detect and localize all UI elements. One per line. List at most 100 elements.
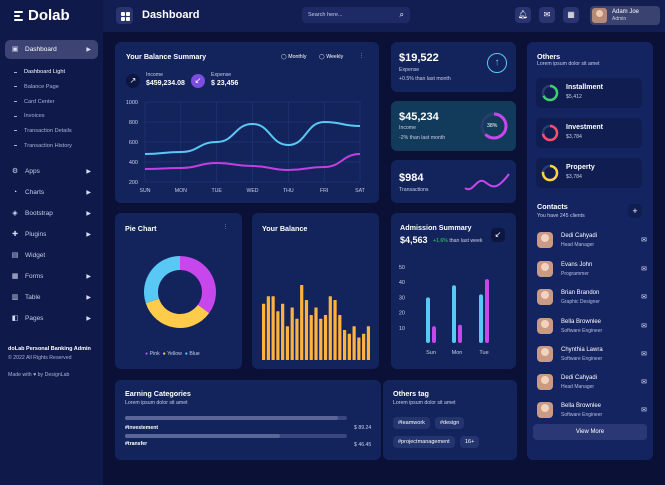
x-tick-label: FRI [320,188,328,194]
income-progress-ring [480,112,508,140]
more-icon[interactable]: ⋮ [223,224,229,230]
contact-item[interactable]: Brian Brandon Graphic Designer ✉ [537,288,647,308]
bell-icon[interactable]: 🔔︎ [515,7,531,23]
bar-tue [479,294,483,343]
avatar [537,402,553,418]
sidebar-sub-invoices[interactable]: Invoices [5,109,98,124]
sidebar-item-dashboard[interactable]: ▣ Dashboard ▶ [5,40,98,59]
sidebar-sub-transaction-details[interactable]: Transaction Details [5,124,98,139]
arrow-down-left-icon[interactable]: ↙ [491,228,505,242]
avatar [537,318,553,334]
avatar [592,8,607,23]
legend-weekly[interactable]: ◯ Weekly [319,54,344,60]
bar [342,330,347,360]
others-item-installment[interactable]: Installment $5,412 [536,78,642,108]
chevron-icon: ▶ [86,47,91,53]
apps-icon: ⚙ [11,167,19,175]
mail-icon[interactable]: ✉ [641,407,647,414]
y-tick-label: 10 [399,326,405,332]
tag-teamwork[interactable]: #teamwork [393,417,430,429]
bar-mon [458,324,462,343]
admission-bar-chart: 50 40 30 20 10 Sun Mon Tue [399,265,489,356]
mail-icon[interactable]: ✉ [641,351,647,358]
y-tick-label: 20 [399,311,405,317]
bar [271,296,275,360]
bar [338,315,342,360]
widget-icon: ▤ [11,251,19,259]
user-menu[interactable]: Adam Joe Admin [590,6,660,25]
chart-icon: ◔ [12,188,18,196]
plugin-icon: ✚ [12,230,18,238]
mail-icon[interactable]: ✉ [641,323,647,330]
bar [366,326,370,360]
investment-ring [541,124,559,142]
sidebar-item-bootstrap[interactable]: ◈ Bootstrap ▶ [12,209,91,218]
mail-icon[interactable]: ✉ [641,237,647,244]
bar [362,333,366,360]
contact-item[interactable]: Chynthia Lawra Software Engineer ✉ [537,345,647,365]
sidebar-item-charts[interactable]: ◔ Charts ▶ [12,188,91,197]
dashboard-grid-icon[interactable] [116,7,133,24]
contact-item[interactable]: Bella Brownlee Software Engineer ✉ [537,401,647,421]
bar [347,333,351,360]
others-item-investment[interactable]: Investment $3,784 [536,118,642,148]
bar-sun [432,326,436,343]
property-ring [541,164,559,182]
transactions-stat-card: $984 Transactions [391,160,516,203]
bar [276,311,280,360]
sidebar-sub-card-center[interactable]: Card Center [5,94,98,109]
arrow-down-left-icon: ↙ [191,74,205,88]
sidebar-item-forms[interactable]: ▦ Forms ▶ [11,272,91,281]
contact-item[interactable]: Evans John Programmer ✉ [537,260,647,280]
bar-tue [485,279,489,343]
others-item-property[interactable]: Property $3,784 [536,158,642,188]
pie-slice-yellow [145,298,210,328]
tag-design[interactable]: #design [435,417,465,429]
pie-legend: ● Pink ● Yellow ● Blue [145,351,200,357]
x-tick-label: Mon [452,350,463,356]
sidebar-item-widget[interactable]: ▤ Widget [11,251,46,260]
sidebar-item-plugins[interactable]: ✚ Plugins ▶ [12,230,91,239]
bar [333,300,337,360]
search-input[interactable]: Search here... ⌕ [302,7,410,23]
mail-icon[interactable]: ✉ [641,379,647,386]
logo[interactable]: Dolab [14,7,70,24]
installment-ring [541,84,559,102]
sidebar-item-table[interactable]: ▥ Table ▶ [11,293,91,302]
bar [290,307,294,360]
bar [319,318,323,360]
y-tick-label: 40 [399,280,405,286]
add-contact-button[interactable]: + [628,204,642,218]
search-icon[interactable]: ⌕ [399,10,404,19]
x-tick-label: THU [283,188,294,194]
mail-icon[interactable]: ✉ [641,294,647,301]
contact-item[interactable]: Bella Brownlee Software Engineer ✉ [537,317,647,337]
sidebar-sub-transaction-history[interactable]: Transaction History [5,138,98,153]
legend-monthly[interactable]: ◯ Monthly [281,54,307,60]
x-tick-label: Tue [479,350,488,356]
contact-item[interactable]: Dedi Cahyadi Head Manager ✉ [537,231,647,251]
calendar-icon[interactable]: ▦ [563,7,579,23]
tag-projectmanagement[interactable]: #projectmanagement [393,436,455,448]
chevron-icon: ▶ [86,274,91,281]
pie-slice-blue [144,256,180,304]
y-tick-label: 1000 [126,100,138,106]
mail-icon[interactable]: ✉ [641,266,647,273]
y-tick-label: 400 [129,160,138,166]
sidebar-item-pages[interactable]: ◧ Pages ▶ [11,314,91,323]
mail-icon[interactable]: ✉ [539,7,555,23]
bar [309,315,313,360]
avatar [537,289,553,305]
form-icon: ▦ [11,272,19,280]
sidebar-sub-dashboard-light[interactable]: Dashboard Light [5,65,98,80]
sidebar-sub-balance-page[interactable]: Balance Page [5,80,98,95]
view-more-button[interactable]: View More [533,424,647,440]
contact-item[interactable]: Dedi Cahyadi Head Manager ✉ [537,373,647,393]
bar [281,303,285,360]
sidebar-item-apps[interactable]: ⚙ Apps ▶ [11,167,91,176]
arrow-up-icon: ↑ [487,53,507,73]
more-icon[interactable]: ⋮ [359,53,365,59]
tag-more[interactable]: 16+ [460,436,480,448]
bar [304,300,309,360]
